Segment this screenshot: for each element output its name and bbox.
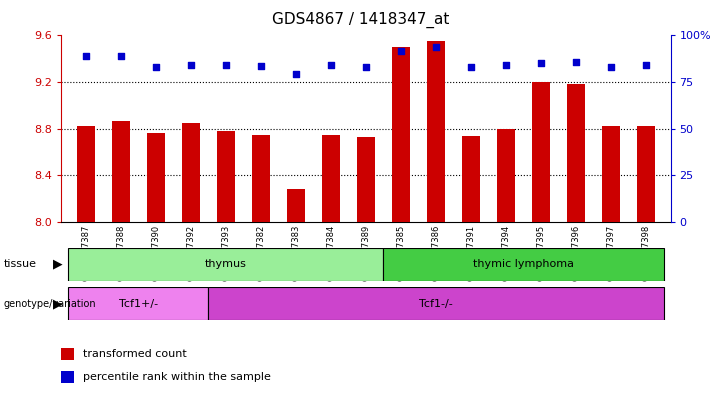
Point [115,53,127,59]
Bar [61,348,74,360]
Text: thymus: thymus [205,259,247,269]
Point [395,48,407,54]
Text: transformed count: transformed count [83,349,187,359]
Bar [61,371,74,383]
Bar [322,134,340,222]
Bar [462,136,479,222]
Text: tissue: tissue [4,259,37,269]
Point [570,59,582,65]
Bar [217,131,234,222]
Bar [77,127,94,222]
Point [535,60,547,66]
Text: thymic lymphoma: thymic lymphoma [473,259,574,269]
Point [640,61,652,68]
Bar [182,123,200,222]
Bar [112,121,130,222]
Text: ▶: ▶ [53,258,62,271]
Point [465,64,477,70]
Point [360,64,372,70]
Bar [384,248,663,281]
Bar [208,287,663,320]
Bar [427,41,445,222]
Point [255,62,267,69]
Bar [68,287,208,320]
Text: percentile rank within the sample: percentile rank within the sample [83,372,271,382]
Bar [357,137,375,222]
Bar [287,189,305,222]
Bar [497,129,515,222]
Point [605,64,616,70]
Point [290,71,301,77]
Point [430,44,442,50]
Bar [252,134,270,222]
Point [185,61,197,68]
Text: ▶: ▶ [53,297,62,310]
Point [325,61,337,68]
Bar [392,47,410,222]
Text: GDS4867 / 1418347_at: GDS4867 / 1418347_at [272,12,449,28]
Text: Tcf1+/-: Tcf1+/- [119,299,158,309]
Text: genotype/variation: genotype/variation [4,299,96,309]
Bar [567,84,585,222]
Point [80,53,92,59]
Text: Tcf1-/-: Tcf1-/- [419,299,453,309]
Bar [637,127,655,222]
Point [150,64,162,70]
Bar [147,133,164,222]
Point [220,61,231,68]
Bar [532,82,549,222]
Bar [68,248,384,281]
Bar [602,127,620,222]
Point [500,61,512,68]
